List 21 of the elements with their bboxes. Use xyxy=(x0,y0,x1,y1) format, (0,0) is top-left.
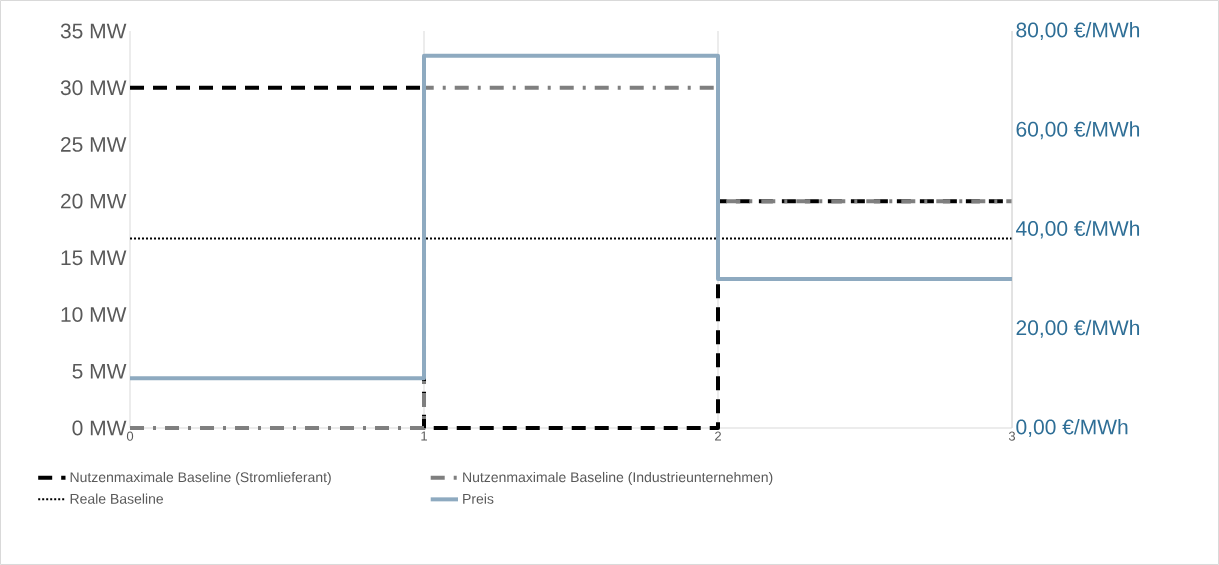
y2-tick-label: 0,00 €/MWh xyxy=(1016,419,1128,437)
legend-label: Preis xyxy=(463,493,494,504)
x-tick-label: 0 xyxy=(126,431,134,441)
x-tick-label: 1 xyxy=(421,431,427,441)
x-tick-label: 2 xyxy=(715,431,721,441)
y2-tick-label: 80,00 €/MWh xyxy=(1016,22,1140,40)
y2-tick-label: 60,00 €/MWh xyxy=(1016,121,1140,140)
legend-label: Nutzenmaximale Baseline (Stromlieferant) xyxy=(70,471,331,485)
y-tick-label: 25 MW xyxy=(61,136,127,152)
y-tick-label: 20 MW xyxy=(61,193,127,209)
legend-label: Nutzenmaximale Baseline (Industrieunternehmen) xyxy=(463,471,773,485)
y-tick-label: 30 MW xyxy=(60,80,127,96)
y2-tick-label: 20,00 €/MWh xyxy=(1016,319,1140,338)
y-tick-label: 15 MW xyxy=(61,250,127,266)
y-tick-label: 0 MW xyxy=(72,420,127,436)
y-tick-label: 10 MW xyxy=(61,307,127,322)
y-tick-label: 5 MW xyxy=(72,363,127,379)
y2-tick-label: 40,00 €/MWh xyxy=(1016,220,1140,239)
x-tick-label: 3 xyxy=(1008,431,1016,441)
y-tick-label: 35 MW xyxy=(60,23,127,39)
legend-label: Reale Baseline xyxy=(70,493,164,504)
